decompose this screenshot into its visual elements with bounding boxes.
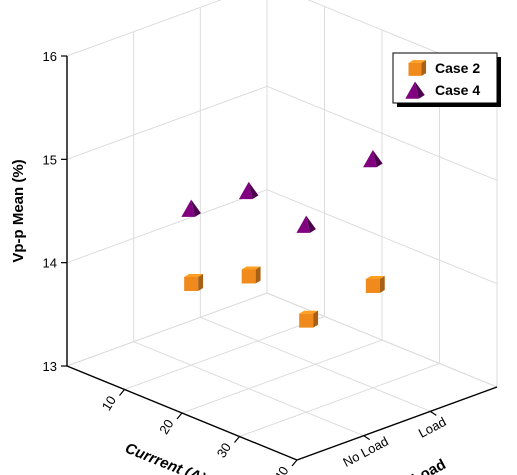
data-point-case4 [181, 199, 201, 217]
data-point-case2 [184, 274, 204, 291]
gridline [66, 292, 268, 367]
legend-label: Case 2 [435, 60, 480, 76]
y-axis-line [296, 386, 498, 461]
gridline [266, 292, 498, 388]
x-tick [119, 389, 125, 396]
z-tick-label: 16 [43, 49, 57, 64]
data-point-case2 [299, 310, 319, 328]
data-point-case4 [363, 150, 383, 168]
y-tick-label: No Load [340, 434, 390, 470]
z-axis-title: Vp-p Mean (%) [10, 159, 27, 262]
gridline [181, 339, 383, 414]
gridline [66, 0, 222, 57]
x-tick [176, 412, 183, 420]
x-tick [291, 459, 298, 467]
x-tick [234, 436, 240, 443]
x-tick-label: 10 [99, 393, 119, 413]
legend-marker-case2 [408, 60, 427, 76]
legend-label: Case 4 [435, 82, 480, 98]
data-point-case2 [365, 276, 385, 293]
z-tick-label: 14 [43, 256, 57, 271]
gridline [124, 316, 325, 390]
x-axis-title: Currrent (A) [123, 440, 208, 475]
z-tick-label: 15 [43, 152, 57, 167]
gridline [66, 189, 268, 264]
z-tick-label: 13 [43, 359, 57, 374]
legend-marker-case4 [405, 81, 425, 99]
gridline [200, 316, 431, 412]
y-axis-title: Load [409, 456, 449, 475]
y-tick [363, 435, 370, 441]
gridline [133, 341, 364, 437]
y-tick [430, 410, 437, 416]
gridline [66, 85, 268, 160]
data-point-case4 [296, 215, 316, 233]
y-tick-label: Load [416, 414, 449, 441]
gridline [239, 363, 440, 437]
data-point-case2 [241, 266, 261, 284]
data-point-case4 [238, 181, 259, 200]
x-tick-label: 30 [214, 440, 234, 460]
x-tick-label: 20 [156, 417, 176, 437]
x-tick-label: 40 [271, 464, 291, 475]
